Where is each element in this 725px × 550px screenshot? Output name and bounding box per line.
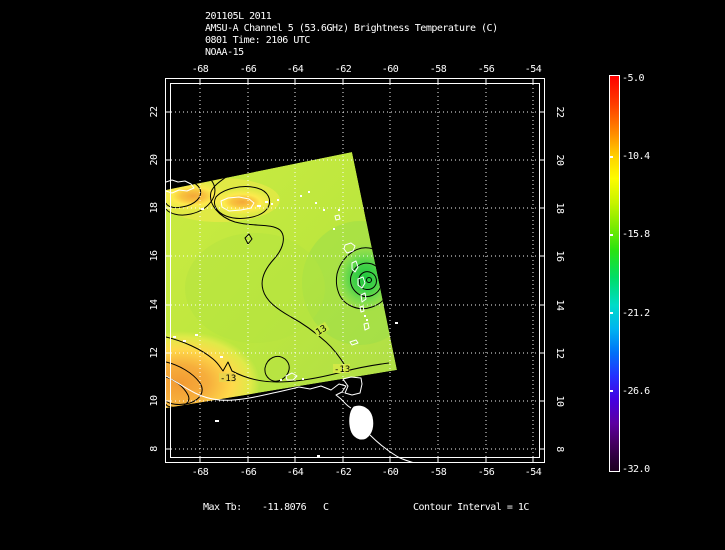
lon-tick-label: -64: [286, 467, 304, 478]
plot-border-outer: [165, 78, 545, 463]
satellite-swath: [166, 152, 397, 408]
coast-grenada: [363, 322, 370, 331]
coast-st-vincent: [359, 305, 365, 313]
lat-tick-label: 18: [149, 202, 160, 214]
lat-tick-label: 12: [149, 347, 160, 359]
lat-tick-label: 18: [554, 202, 565, 214]
colorbar: [609, 75, 620, 472]
coast-martinique: [357, 276, 366, 289]
coast-trinidad: [342, 376, 363, 396]
lat-tick-label: 14: [149, 299, 160, 311]
coast-antigua: [334, 214, 341, 221]
title-line-1: 201105L 2011: [205, 11, 272, 22]
colorbar-tick-label: -15.8: [622, 229, 650, 240]
lat-tick-label: 20: [554, 154, 565, 166]
lat-tick-label: 22: [554, 106, 565, 118]
contour-label: -13: [334, 365, 350, 375]
lon-tick-label: -62: [334, 64, 352, 75]
coast-st-lucia: [360, 292, 367, 303]
lon-tick-label: -68: [191, 64, 209, 75]
colorbar-tick: [610, 156, 613, 158]
contour-puerto-rico-warm: [213, 186, 271, 219]
lat-tick-label: 20: [149, 154, 160, 166]
lat-tick-label: 14: [554, 299, 565, 311]
coast-hispaniola: [165, 179, 195, 194]
contour-label-bg: [333, 364, 350, 373]
lat-tick-label: 22: [149, 106, 160, 118]
contour-label-bg: [219, 373, 236, 382]
axis-ticks: [166, 79, 544, 462]
max-tb-value: -11.8076: [262, 502, 307, 513]
colorbar-tick-label: -10.4: [622, 151, 650, 162]
max-tb-unit: C: [323, 502, 329, 513]
contour-cold-ring-4: [366, 277, 372, 283]
lon-tick-label: -66: [239, 64, 257, 75]
coast-tobago: [349, 339, 359, 346]
contour-label: 13: [314, 324, 328, 338]
lon-tick-label: -58: [429, 467, 447, 478]
contour-small-loop: [264, 355, 290, 382]
coast-margarita: [285, 372, 298, 381]
colorbar-tick: [610, 234, 613, 236]
max-tb-label: Max Tb:: [203, 502, 242, 513]
contour-sw-warm-1: [166, 361, 203, 405]
contour-label-group: -13 13 -13: [219, 321, 350, 384]
lon-tick-label: -54: [524, 64, 542, 75]
lat-tick-label: 8: [554, 446, 565, 452]
colorbar-tick: [610, 312, 613, 314]
lon-tick-label: -64: [286, 64, 304, 75]
title-line-2: AMSU-A Channel 5 (53.6GHz) Brightness Te…: [205, 23, 498, 34]
grid-lines: [171, 84, 539, 457]
coast-guadeloupe: [343, 242, 356, 254]
lon-tick-label: -68: [191, 467, 209, 478]
coast-puerto-rico: [220, 196, 255, 212]
colorbar-tick-label: -21.2: [622, 308, 650, 319]
contour-label: -13: [220, 374, 236, 384]
lon-tick-label: -62: [334, 467, 352, 478]
lon-tick-label: -56: [477, 64, 495, 75]
lon-tick-label: -60: [381, 467, 399, 478]
lon-tick-label: -56: [477, 467, 495, 478]
lat-tick-label: 10: [149, 395, 160, 407]
contour-cold-ring-3: [358, 271, 377, 290]
coast-orinoco-delta: [349, 405, 374, 440]
lon-tick-label: -58: [429, 64, 447, 75]
contour-interval-label: Contour Interval = 1C: [413, 502, 529, 513]
title-line-3: 0801 Time: 2106 UTC: [205, 35, 310, 46]
coast-dominica: [351, 260, 359, 273]
map-plot: -13 13 -13: [165, 78, 545, 463]
coast-small-islands: [173, 191, 398, 457]
lat-tick-label: 16: [149, 250, 160, 262]
coastlines: [165, 179, 417, 463]
lat-tick-label: 8: [149, 446, 160, 452]
lat-tick-label: 12: [554, 347, 565, 359]
coast-venezuela: [165, 375, 352, 409]
contour-tiny-diamond: [244, 233, 253, 245]
contour-label-bg: [313, 321, 330, 337]
plot-border-inner: [170, 83, 540, 458]
lat-tick-label: 10: [554, 395, 565, 407]
lon-tick-label: -60: [381, 64, 399, 75]
colorbar-tick-label: -5.0: [622, 73, 645, 84]
title-line-4: NOAA-15: [205, 47, 244, 58]
plot-border: [165, 78, 545, 463]
colorbar-tick: [610, 390, 613, 392]
colorbar-tick-label: -32.0: [622, 464, 650, 475]
lon-tick-label: -54: [524, 467, 542, 478]
contour-label-rot: 13: [313, 321, 330, 338]
lon-tick-label: -66: [239, 467, 257, 478]
lat-tick-label: 16: [554, 250, 565, 262]
colorbar-tick-label: -26.6: [622, 386, 650, 397]
